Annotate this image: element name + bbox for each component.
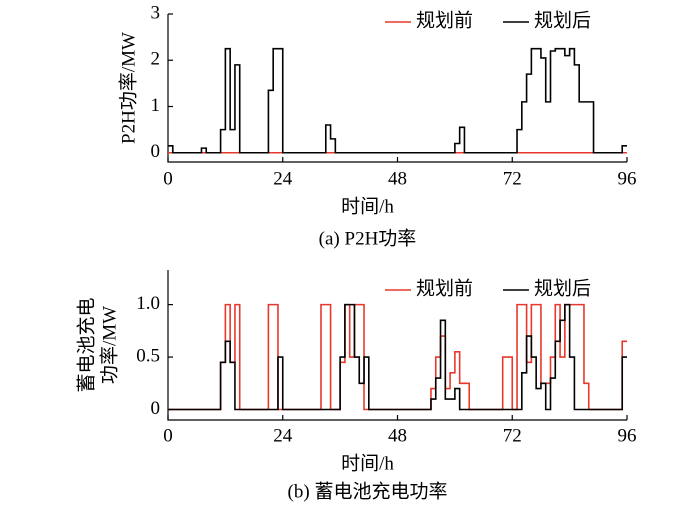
x-tick-label: 96 — [618, 425, 637, 446]
x-tick-label: 24 — [273, 425, 293, 446]
x-tick-label: 24 — [273, 168, 293, 189]
x-tick-label: 48 — [388, 425, 407, 446]
legend-label: 规划后 — [534, 277, 591, 299]
y-axis-label: P2H功率/MW — [117, 32, 139, 144]
legend-label: 规划后 — [534, 9, 591, 31]
series-line — [168, 47, 627, 154]
y-axis-label: 蓄电池充电 — [75, 297, 97, 392]
y-tick-label: 2 — [151, 49, 161, 70]
x-tick-label: 72 — [503, 425, 522, 446]
series-line — [168, 303, 627, 411]
legend-label: 规划前 — [416, 9, 473, 31]
x-tick-label: 96 — [618, 168, 637, 189]
axis — [167, 14, 627, 163]
y-axis-label: 功率/MW — [98, 306, 120, 384]
x-tick-label: 0 — [163, 425, 173, 446]
x-axis-label: 时间/h — [341, 452, 394, 474]
caption: (a) P2H功率 — [319, 227, 417, 249]
x-tick-label: 72 — [503, 168, 522, 189]
series-line — [168, 303, 627, 411]
x-tick-label: 0 — [163, 168, 173, 189]
y-tick-label: 0.5 — [136, 345, 160, 366]
legend-label: 规划前 — [416, 277, 473, 299]
y-tick-label: 0 — [151, 141, 161, 162]
y-tick-label: 1 — [151, 95, 161, 116]
x-tick-label: 48 — [388, 168, 407, 189]
y-tick-label: 1.0 — [136, 293, 160, 314]
x-axis-label: 时间/h — [341, 195, 394, 217]
y-tick-label: 3 — [151, 2, 161, 23]
caption: (b) 蓄电池充电功率 — [288, 480, 448, 502]
y-tick-label: 0 — [151, 398, 161, 419]
